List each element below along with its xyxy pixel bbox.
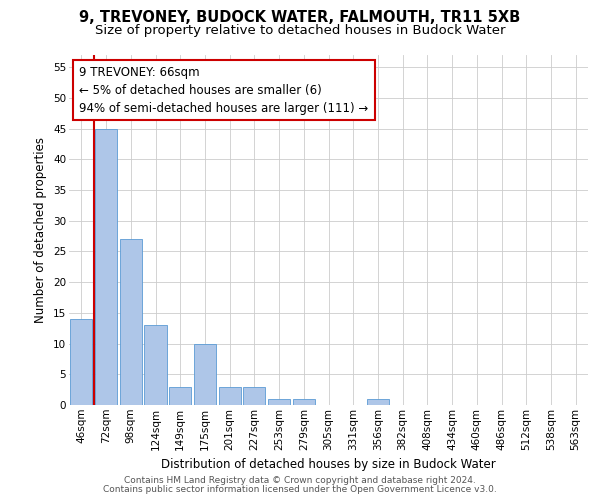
Bar bbox=[119, 239, 142, 405]
Bar bbox=[145, 325, 167, 405]
X-axis label: Distribution of detached houses by size in Budock Water: Distribution of detached houses by size … bbox=[161, 458, 496, 471]
Text: Contains public sector information licensed under the Open Government Licence v3: Contains public sector information licen… bbox=[103, 485, 497, 494]
Text: Size of property relative to detached houses in Budock Water: Size of property relative to detached ho… bbox=[95, 24, 505, 37]
Text: Contains HM Land Registry data © Crown copyright and database right 2024.: Contains HM Land Registry data © Crown c… bbox=[124, 476, 476, 485]
Bar bbox=[70, 319, 92, 405]
Text: 9, TREVONEY, BUDOCK WATER, FALMOUTH, TR11 5XB: 9, TREVONEY, BUDOCK WATER, FALMOUTH, TR1… bbox=[79, 10, 521, 25]
Bar bbox=[367, 399, 389, 405]
Bar bbox=[218, 386, 241, 405]
Bar bbox=[194, 344, 216, 405]
Y-axis label: Number of detached properties: Number of detached properties bbox=[34, 137, 47, 323]
Bar bbox=[243, 386, 265, 405]
Text: 9 TREVONEY: 66sqm
← 5% of detached houses are smaller (6)
94% of semi-detached h: 9 TREVONEY: 66sqm ← 5% of detached house… bbox=[79, 66, 368, 114]
Bar bbox=[95, 128, 117, 405]
Bar bbox=[169, 386, 191, 405]
Bar bbox=[293, 399, 315, 405]
Bar bbox=[268, 399, 290, 405]
